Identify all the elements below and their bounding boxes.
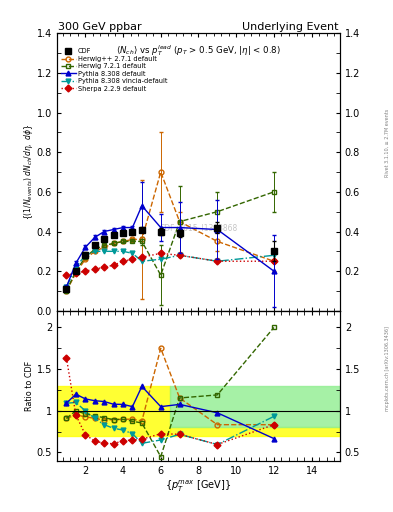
Y-axis label: $\{(1/N_{events})\ dN_{ch}/d\eta,\ d\phi\}$: $\{(1/N_{events})\ dN_{ch}/d\eta,\ d\phi… bbox=[22, 124, 35, 220]
Text: 300 GeV ppbar: 300 GeV ppbar bbox=[58, 22, 142, 32]
Y-axis label: Ratio to CDF: Ratio to CDF bbox=[25, 361, 34, 411]
Text: Rivet 3.1.10, ≥ 2.7M events: Rivet 3.1.10, ≥ 2.7M events bbox=[385, 109, 389, 178]
Legend: CDF, Herwig++ 2.7.1 default, Herwig 7.2.1 default, Pythia 8.308 default, Pythia : CDF, Herwig++ 2.7.1 default, Herwig 7.2.… bbox=[58, 46, 170, 94]
Text: $\langle N_{ch}\rangle$ vs $p_T^{lead}$ ($p_T$ > 0.5 GeV, $|\eta|$ < 0.8): $\langle N_{ch}\rangle$ vs $p_T^{lead}$ … bbox=[116, 43, 281, 58]
Text: mcplots.cern.ch [arXiv:1306.3436]: mcplots.cern.ch [arXiv:1306.3436] bbox=[385, 326, 389, 411]
Text: CDF_2015_I1388868: CDF_2015_I1388868 bbox=[159, 223, 238, 232]
X-axis label: $\{p_T^{max}\ [\mathrm{GeV}]\}$: $\{p_T^{max}\ [\mathrm{GeV}]\}$ bbox=[165, 478, 231, 494]
Text: Underlying Event: Underlying Event bbox=[242, 22, 339, 32]
